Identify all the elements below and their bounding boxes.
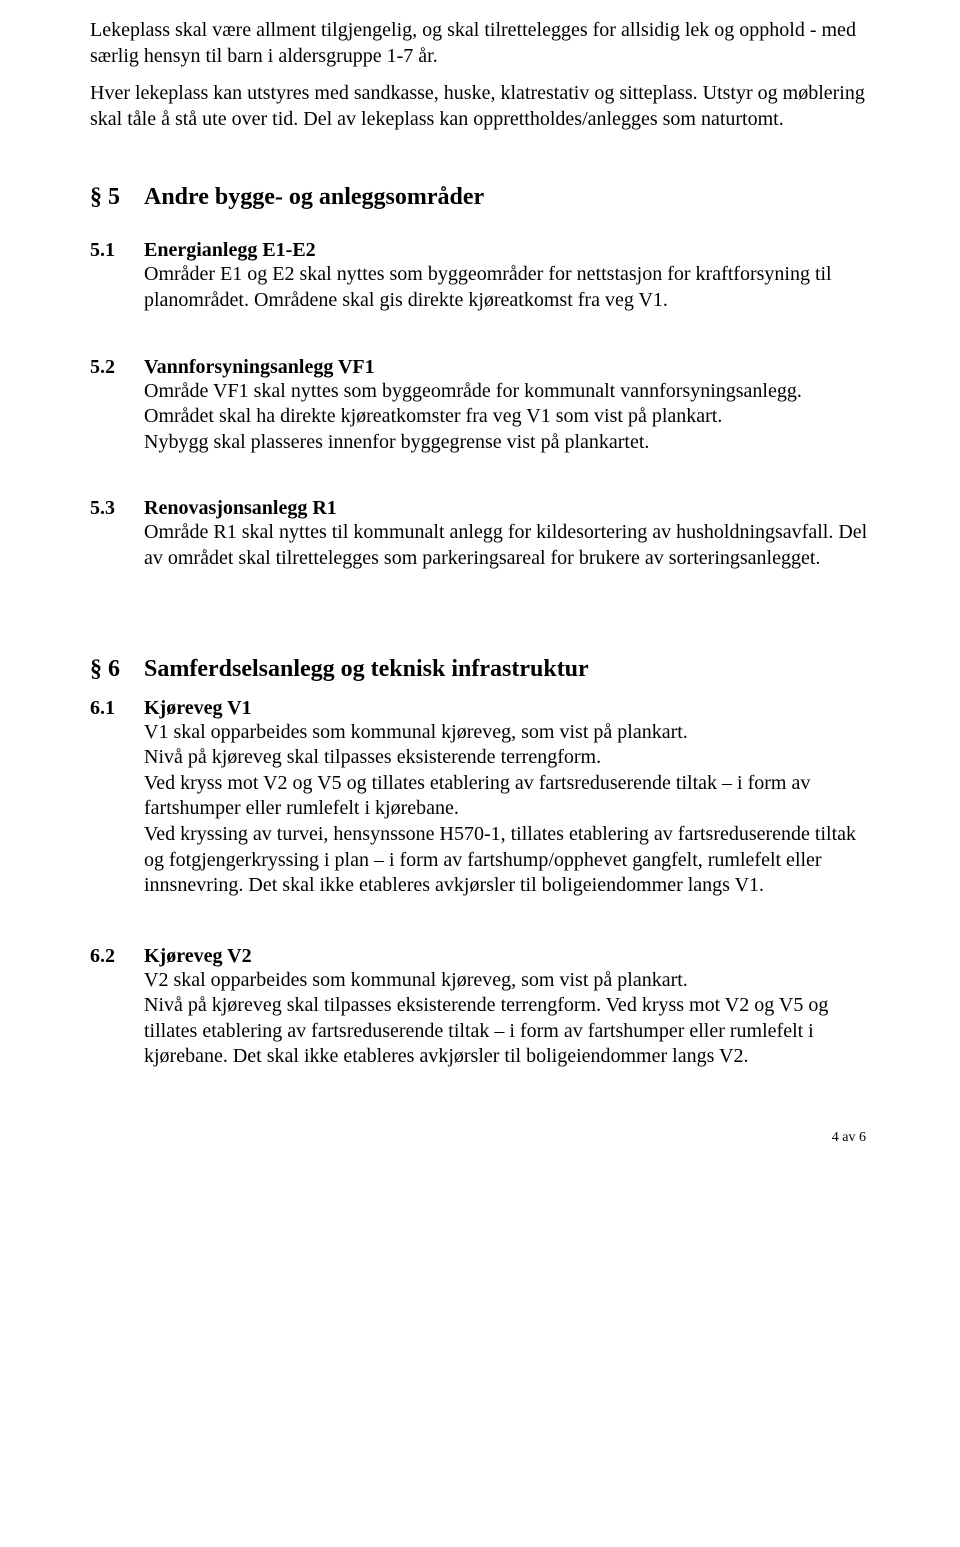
section-5-header: § 5 Andre bygge- og anleggsområder bbox=[90, 184, 870, 211]
subsection-5-2-number: 5.2 bbox=[90, 356, 144, 379]
subsection-5-3-header: 5.3 Renovasjonsanlegg R1 bbox=[90, 497, 870, 520]
subsection-5-2-title: Vannforsyningsanlegg VF1 bbox=[144, 356, 375, 379]
section-6-title: Samferdselsanlegg og teknisk infrastrukt… bbox=[144, 656, 589, 683]
subsection-5-2: 5.2 Vannforsyningsanlegg VF1 Område VF1 … bbox=[90, 356, 870, 456]
subsection-6-2-number: 6.2 bbox=[90, 945, 144, 968]
section-6: § 6 Samferdselsanlegg og teknisk infrast… bbox=[90, 656, 870, 1071]
subsection-5-3-body: Område R1 skal nyttes til kommunalt anle… bbox=[144, 520, 870, 571]
subsection-5-3-number: 5.3 bbox=[90, 497, 144, 520]
subsection-5-3: 5.3 Renovasjonsanlegg R1 Område R1 skal … bbox=[90, 497, 870, 571]
subsection-6-1-body: V1 skal opparbeides som kommunal kjøreve… bbox=[144, 720, 870, 899]
subsection-5-2-header: 5.2 Vannforsyningsanlegg VF1 bbox=[90, 356, 870, 379]
document-page: Lekeplass skal være allment tilgjengelig… bbox=[0, 0, 960, 1176]
subsection-5-3-title: Renovasjonsanlegg R1 bbox=[144, 497, 337, 520]
subsection-6-1-title: Kjøreveg V1 bbox=[144, 697, 252, 720]
subsection-5-1-body: Områder E1 og E2 skal nyttes som byggeom… bbox=[144, 262, 870, 313]
subsection-6-1-header: 6.1 Kjøreveg V1 bbox=[90, 697, 870, 720]
section-5-number: § 5 bbox=[90, 184, 144, 211]
subsection-6-1-number: 6.1 bbox=[90, 697, 144, 720]
section-gap bbox=[90, 572, 870, 636]
intro-paragraph-1: Lekeplass skal være allment tilgjengelig… bbox=[90, 18, 870, 69]
subsection-6-2: 6.2 Kjøreveg V2 V2 skal opparbeides som … bbox=[90, 945, 870, 1070]
subsection-6-2-title: Kjøreveg V2 bbox=[144, 945, 252, 968]
section-6-header: § 6 Samferdselsanlegg og teknisk infrast… bbox=[90, 656, 870, 683]
subsection-5-1: 5.1 Energianlegg E1-E2 Områder E1 og E2 … bbox=[90, 239, 870, 313]
intro-paragraph-2: Hver lekeplass kan utstyres med sandkass… bbox=[90, 81, 870, 132]
section-5-title: Andre bygge- og anleggsområder bbox=[144, 184, 484, 211]
subsection-6-2-header: 6.2 Kjøreveg V2 bbox=[90, 945, 870, 968]
page-footer: 4 av 6 bbox=[90, 1130, 870, 1146]
subsection-6-1: 6.1 Kjøreveg V1 V1 skal opparbeides som … bbox=[90, 697, 870, 899]
section-5: § 5 Andre bygge- og anleggsområder 5.1 E… bbox=[90, 184, 870, 571]
subsection-5-1-number: 5.1 bbox=[90, 239, 144, 262]
subsection-5-1-header: 5.1 Energianlegg E1-E2 bbox=[90, 239, 870, 262]
section-6-number: § 6 bbox=[90, 656, 144, 683]
subsection-6-2-body: V2 skal opparbeides som kommunal kjøreve… bbox=[144, 968, 870, 1070]
subsection-5-1-title: Energianlegg E1-E2 bbox=[144, 239, 316, 262]
subsection-5-2-body: Område VF1 skal nyttes som byggeområde f… bbox=[144, 379, 870, 456]
